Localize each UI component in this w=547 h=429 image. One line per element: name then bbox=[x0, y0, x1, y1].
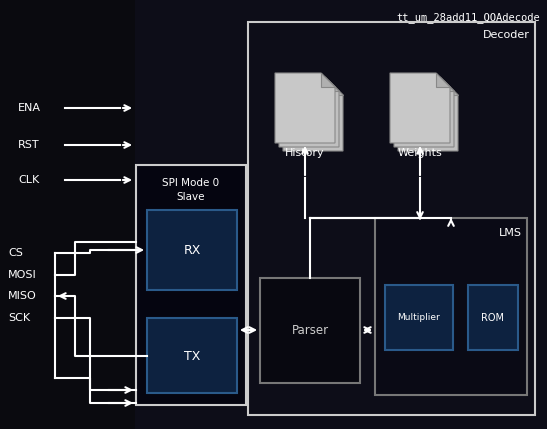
Text: MOSI: MOSI bbox=[8, 270, 37, 280]
Bar bbox=[147, 318, 237, 393]
Polygon shape bbox=[390, 73, 450, 143]
Bar bbox=[135, 0, 547, 429]
Text: RST: RST bbox=[18, 140, 39, 150]
Polygon shape bbox=[440, 77, 454, 91]
Polygon shape bbox=[283, 81, 343, 151]
Bar bbox=[147, 210, 237, 290]
Polygon shape bbox=[279, 77, 339, 147]
Text: LMS: LMS bbox=[499, 228, 522, 238]
Bar bbox=[136, 165, 246, 405]
Text: Parser: Parser bbox=[292, 323, 329, 336]
Polygon shape bbox=[444, 81, 458, 95]
Bar bbox=[260, 278, 360, 383]
Text: SCK: SCK bbox=[8, 313, 30, 323]
Text: Decoder: Decoder bbox=[483, 30, 530, 40]
Polygon shape bbox=[436, 73, 450, 87]
Text: TX: TX bbox=[184, 350, 200, 363]
Polygon shape bbox=[394, 77, 454, 147]
Polygon shape bbox=[325, 77, 339, 91]
Text: CLK: CLK bbox=[18, 175, 39, 185]
Polygon shape bbox=[329, 81, 343, 95]
Bar bbox=[468, 285, 518, 350]
Bar bbox=[248, 22, 535, 415]
Text: ENA: ENA bbox=[18, 103, 41, 113]
Polygon shape bbox=[398, 81, 458, 151]
Bar bbox=[385, 285, 453, 350]
Text: CS: CS bbox=[8, 248, 23, 258]
Polygon shape bbox=[321, 73, 335, 87]
Text: SPI Mode 0: SPI Mode 0 bbox=[162, 178, 219, 188]
Text: RX: RX bbox=[183, 244, 201, 257]
Bar bbox=[0, 0, 135, 429]
Text: Slave: Slave bbox=[177, 192, 205, 202]
Text: MISO: MISO bbox=[8, 291, 37, 301]
Text: ROM: ROM bbox=[481, 313, 504, 323]
Text: History: History bbox=[285, 148, 325, 158]
Text: tt_um_28add11_QOAdecode: tt_um_28add11_QOAdecode bbox=[396, 12, 540, 23]
Text: Weights: Weights bbox=[398, 148, 443, 158]
Text: Multiplier: Multiplier bbox=[398, 314, 440, 323]
Bar bbox=[375, 218, 527, 395]
Polygon shape bbox=[275, 73, 335, 143]
